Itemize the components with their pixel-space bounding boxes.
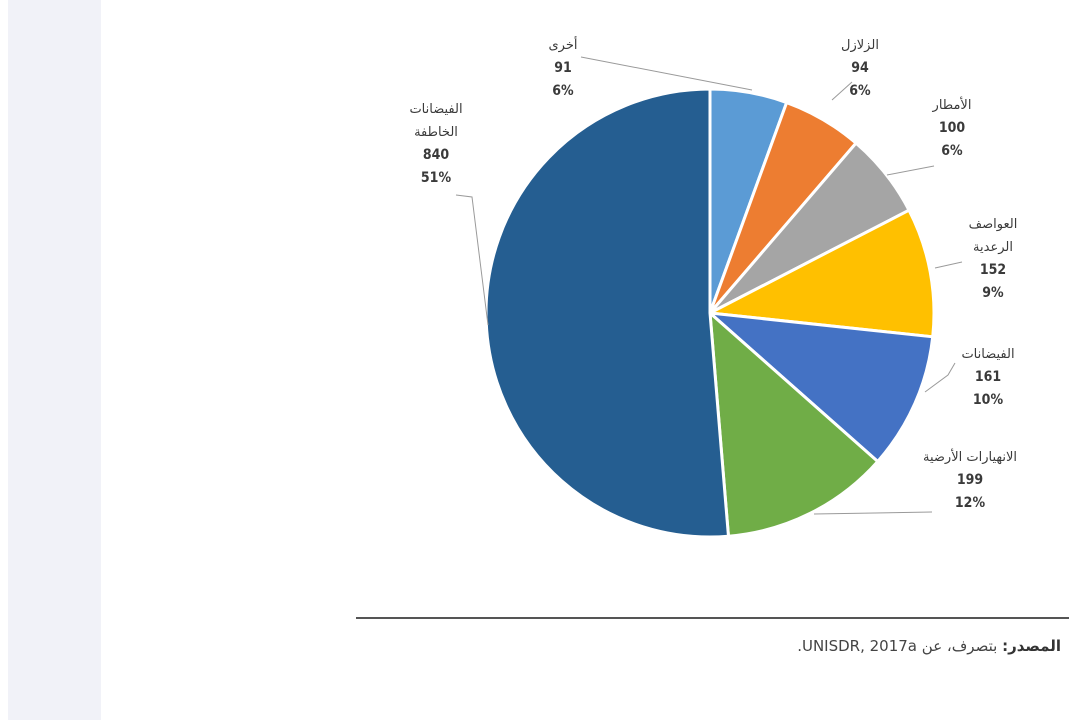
slice-value: 161: [974, 369, 1002, 385]
leader-line: [924, 362, 956, 393]
slice-value: 94: [851, 60, 869, 76]
slice-value: 91: [554, 60, 572, 76]
slice-name: الانهيارات الأرضية: [922, 450, 1017, 465]
slice-label: أخرى 91 6%: [533, 34, 593, 103]
leader-line: [934, 261, 963, 269]
slice-value: 152: [979, 262, 1007, 278]
leader-line: [886, 165, 935, 176]
pie-slice: [708, 311, 880, 538]
leader-line: [455, 194, 489, 326]
pie-slice: [484, 87, 730, 539]
pie-slice: [708, 311, 935, 463]
slice-percent: 9%: [982, 285, 1004, 301]
slice-name: أخرى: [548, 38, 578, 53]
slice-name: الفيضانات الخاطفة: [409, 102, 463, 140]
left-sidebar-strip: [8, 0, 101, 720]
slice-percent: 10%: [972, 392, 1004, 408]
slice-percent: 6%: [941, 143, 963, 159]
slice-value: 840: [422, 147, 450, 163]
slice-label: الانهيارات الأرضية 199 12%: [920, 446, 1020, 515]
source-note: المصدر: بتصرف، عن UNISDR, 2017a.: [797, 637, 1061, 655]
slice-name: الأمطار: [932, 98, 972, 113]
slice-label: الفيضانات الخاطفة 840 51%: [386, 98, 486, 190]
pie-slices: [484, 87, 936, 539]
leader-line: [831, 81, 853, 101]
slice-percent: 12%: [954, 495, 986, 511]
slice-name: العواصف الرعدية: [968, 217, 1018, 255]
leader-line: [580, 56, 753, 91]
slice-label: الأمطار 100 6%: [912, 94, 992, 163]
source-label: المصدر:: [1002, 637, 1061, 655]
slice-label: الزلازل 94 6%: [820, 34, 900, 103]
leader-line: [813, 511, 933, 515]
slice-name: الفيضانات: [961, 347, 1015, 362]
source-divider: [356, 617, 1069, 619]
slice-label: الفيضانات 161 10%: [948, 343, 1028, 412]
slice-percent: 6%: [849, 83, 871, 99]
slice-value: 100: [938, 120, 966, 136]
source-text: بتصرف، عن UNISDR, 2017a.: [797, 637, 998, 655]
slice-percent: 6%: [552, 83, 574, 99]
leader-lines: [455, 56, 963, 515]
slice-value: 199: [956, 472, 984, 488]
slice-name: الزلازل: [841, 38, 879, 53]
slice-percent: 51%: [420, 170, 452, 186]
pie-slice: [708, 208, 936, 339]
slice-label: العواصف الرعدية 152 9%: [948, 213, 1038, 305]
